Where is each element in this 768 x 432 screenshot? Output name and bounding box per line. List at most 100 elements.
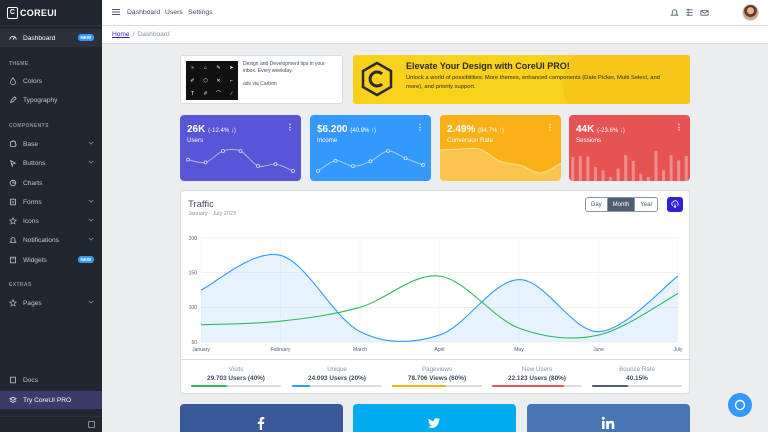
collapse-icon <box>88 421 95 428</box>
promo-banner[interactable]: Elevate Your Design with CoreUI PRO! Unl… <box>353 55 690 104</box>
sidebar-toggler[interactable] <box>0 416 102 432</box>
sparkline-point <box>291 169 295 173</box>
sparkline-point <box>351 164 355 169</box>
more-options-icon[interactable]: ⋮ <box>416 123 424 132</box>
stat-value: 22.123 Users (80%) <box>508 375 566 382</box>
period-toggle: Day Month Year <box>585 197 659 212</box>
sidebar-item-notifications[interactable]: Notifications <box>0 231 102 249</box>
stat-title: Visits <box>228 366 244 373</box>
envelope-icon[interactable] <box>700 8 709 17</box>
progress-bar <box>292 385 382 387</box>
pen-icon: ✎ <box>216 64 221 71</box>
ad-text[interactable]: Design and Development tips in your inbo… <box>243 61 325 74</box>
home-icon: ⌂ <box>203 64 208 71</box>
ad-image[interactable]: » ⌂ ✎ ➤ ✐ ⬡ ✕ ⌐ T # ⌒ ∕ <box>186 61 238 100</box>
traffic-subtitle: January - July 2023 <box>188 211 236 217</box>
coreui-hexagon-logo-icon <box>361 61 393 97</box>
sessions-bar <box>631 160 635 181</box>
sessions-bar <box>624 154 628 181</box>
chevron-down-icon <box>88 199 94 203</box>
avatar[interactable] <box>742 4 759 21</box>
sparkline-point <box>421 163 425 167</box>
sparkline-point <box>273 162 278 167</box>
sessions-bar <box>677 160 681 181</box>
bezier-icon: ⌒ <box>215 91 221 97</box>
sidebar-item-docs[interactable]: Docs <box>0 371 102 389</box>
header-nav-settings[interactable]: Settings <box>188 9 213 16</box>
sidebar-item-label: Base <box>23 140 39 148</box>
download-button[interactable] <box>667 197 683 212</box>
cursor-icon: ➤ <box>229 64 234 71</box>
subheader: Home / Dashboard <box>102 26 768 44</box>
more-options-icon[interactable]: ⋮ <box>546 123 554 132</box>
sidebar-item-widgets[interactable]: Widgets NEW <box>0 251 102 269</box>
sidebar-item-pages[interactable]: Pages <box>0 294 102 312</box>
progress-fill <box>392 385 446 387</box>
sidebar-item-buttons[interactable]: Buttons <box>0 154 102 172</box>
stat-card-users[interactable]: 26K (-12.4% ↓) Users ⋮ <box>180 115 301 181</box>
sessions-bar <box>646 177 650 181</box>
sidebar-item-icons[interactable]: Icons <box>0 212 102 230</box>
help-chat-button[interactable] <box>728 393 752 417</box>
traffic-title: Traffic <box>188 199 214 210</box>
sessions-bar <box>669 155 673 181</box>
stat-unique: Unique 24.093 Users (20%) <box>287 366 387 387</box>
star-icon <box>8 217 17 226</box>
period-month-button[interactable]: Month <box>607 198 636 211</box>
progress-fill <box>292 385 310 387</box>
social-card-facebook[interactable] <box>180 404 343 432</box>
stat-change: (84.7% ↑) <box>478 128 504 134</box>
sidebar-item-try-pro[interactable]: Try CoreUI PRO <box>0 391 102 409</box>
grid-icon: # <box>204 90 207 97</box>
period-year-button[interactable]: Year <box>635 198 658 211</box>
list-icon[interactable] <box>685 8 694 17</box>
sidebar-item-colors[interactable]: Colors <box>0 72 102 90</box>
sessions-bar <box>639 173 643 181</box>
more-options-icon[interactable]: ⋮ <box>675 123 683 132</box>
conversion-area-chart <box>440 147 561 181</box>
drop-icon <box>8 77 17 86</box>
social-card-linkedin[interactable] <box>527 404 690 432</box>
sessions-bar <box>609 177 613 181</box>
social-card-twitter[interactable] <box>353 404 516 432</box>
menu-icon[interactable] <box>112 8 120 16</box>
sidebar-item-charts[interactable]: Charts <box>0 174 102 192</box>
stat-label: Users <box>187 137 204 144</box>
header-nav-users[interactable]: Users <box>165 9 183 16</box>
edit-icon: ✐ <box>190 77 195 84</box>
stat-label: Income <box>317 137 338 144</box>
x-tick-label: March <box>353 347 367 353</box>
cursor-icon <box>8 159 17 168</box>
sidebar-item-dashboard[interactable]: Dashboard NEW <box>0 29 102 47</box>
sidebar-item-base[interactable]: Base <box>0 135 102 153</box>
sparkline-point <box>368 159 373 164</box>
sessions-bar <box>571 157 575 181</box>
ad-via[interactable]: ads via Carbon <box>243 81 277 87</box>
stat-card-income[interactable]: $6.200 (40.9% ↑) Income ⋮ <box>310 115 431 181</box>
stat-title: Pageviews <box>422 366 452 373</box>
y-tick-label: 50 <box>191 340 197 346</box>
sidebar-item-label: Charts <box>23 179 43 187</box>
more-options-icon[interactable]: ⋮ <box>286 123 294 132</box>
text-icon: T <box>190 90 195 97</box>
progress-bar <box>592 385 682 387</box>
carbon-ad[interactable]: » ⌂ ✎ ➤ ✐ ⬡ ✕ ⌐ T # ⌒ ∕ Design and Development ti… <box>180 55 343 104</box>
traffic-card: Traffic January - July 2023 Day Month Ye… <box>180 190 691 394</box>
period-day-button[interactable]: Day <box>586 198 608 211</box>
brand[interactable]: C COREUI <box>0 0 102 26</box>
sidebar-item-typography[interactable]: Typography <box>0 91 102 109</box>
sparkline-point <box>221 149 225 153</box>
close-icon: ✕ <box>216 77 221 84</box>
breadcrumb-home-link[interactable]: Home <box>112 31 130 38</box>
bell-icon[interactable] <box>670 8 679 17</box>
progress-fill <box>492 385 564 387</box>
conversion-area <box>440 148 561 181</box>
sidebar-item-forms[interactable]: Forms <box>0 193 102 211</box>
header-nav-dashboard[interactable]: Dashboard <box>127 9 161 16</box>
section-title-theme: THEME <box>9 61 29 67</box>
x-tick-label: April <box>434 347 444 353</box>
stat-card-conversion[interactable]: 2.49% (84.7% ↑) Conversion Rate ⋮ <box>440 115 561 181</box>
stat-card-sessions[interactable]: 44K (-23.6% ↓) Sessions ⋮ <box>569 115 690 181</box>
stat-value: $6.200 (40.9% ↑) <box>317 124 377 135</box>
